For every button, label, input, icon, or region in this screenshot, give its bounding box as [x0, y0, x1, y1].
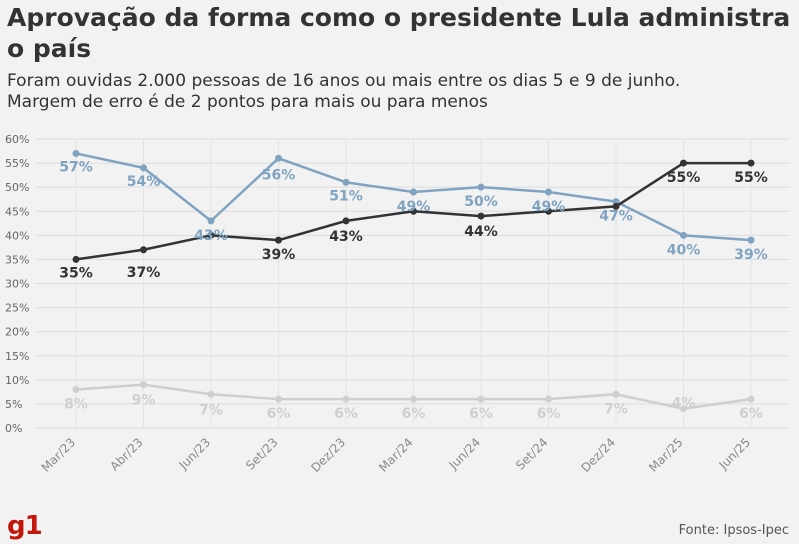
data-point: [612, 198, 620, 206]
data-point: [747, 159, 755, 167]
g1-logo: g1: [7, 511, 43, 541]
source-note: Fonte: Ipsos-Ipec: [678, 523, 789, 538]
y-tick-label: 25%: [5, 302, 29, 315]
y-tick-label: 5%: [5, 398, 22, 411]
data-label: 39%: [734, 247, 768, 263]
data-label: 4%: [672, 396, 696, 412]
data-label: 56%: [262, 167, 296, 183]
data-point: [545, 395, 552, 403]
data-point: [477, 212, 485, 220]
data-label: 43%: [194, 228, 228, 244]
data-point: [342, 178, 350, 186]
data-label: 6%: [267, 406, 291, 422]
x-tick-label: Jun/25: [716, 435, 754, 473]
x-tick-label: Set/24: [513, 435, 550, 472]
x-tick-label: Jun/23: [176, 435, 214, 473]
data-point: [275, 395, 282, 403]
data-point: [410, 395, 417, 403]
data-label: 43%: [329, 229, 363, 245]
chart-subtitle-line-2: Margem de erro é de 2 pontos para mais o…: [7, 92, 488, 112]
data-label: 49%: [532, 199, 566, 215]
y-tick-label: 50%: [5, 181, 29, 194]
data-point: [207, 390, 215, 398]
y-tick-label: 35%: [5, 253, 29, 266]
data-point: [207, 217, 215, 225]
y-tick-label: 15%: [5, 350, 29, 363]
data-point: [477, 183, 485, 191]
data-point: [207, 231, 215, 239]
x-tick-label: Jun/24: [446, 435, 484, 473]
data-label: 7%: [604, 401, 628, 417]
data-label: 49%: [397, 199, 431, 215]
data-point: [140, 381, 147, 389]
data-point: [680, 231, 687, 239]
data-label: 7%: [199, 402, 223, 418]
data-label: 37%: [127, 265, 161, 281]
data-label: 35%: [59, 265, 93, 281]
y-tick-label: 20%: [5, 326, 29, 339]
data-label: 55%: [734, 170, 768, 186]
y-tick-label: 45%: [5, 205, 29, 218]
data-label: 40%: [667, 242, 701, 258]
data-point: [545, 188, 552, 196]
data-point: [275, 236, 282, 244]
data-point: [410, 188, 417, 196]
y-tick-label: 30%: [5, 278, 29, 291]
data-label: 6%: [739, 406, 763, 422]
data-label: 6%: [469, 406, 493, 422]
y-tick-label: 0%: [5, 422, 22, 435]
x-tick-label: Dez/24: [578, 435, 618, 475]
data-label: 6%: [402, 406, 426, 422]
data-label: 6%: [537, 406, 561, 422]
data-label: 51%: [329, 188, 363, 204]
data-point: [612, 390, 620, 398]
y-tick-label: 10%: [5, 374, 29, 387]
data-point: [275, 154, 282, 162]
x-tick-label: Abr/23: [107, 435, 145, 473]
y-tick-label: 60%: [5, 133, 29, 146]
data-point: [680, 405, 687, 413]
data-label: 55%: [667, 170, 701, 186]
data-point: [72, 255, 80, 263]
chart-subtitle-line-1: Foram ouvidas 2.000 pessoas de 16 anos o…: [7, 71, 681, 91]
data-label: 8%: [64, 396, 88, 412]
data-point: [140, 246, 147, 254]
data-point: [140, 164, 147, 172]
data-point: [72, 149, 80, 157]
data-label: 50%: [464, 194, 498, 210]
data-label: 57%: [59, 159, 93, 175]
data-point: [342, 395, 350, 403]
data-label: 39%: [262, 247, 296, 263]
data-point: [545, 207, 552, 215]
x-tick-label: Mar/25: [646, 435, 686, 475]
data-label: 6%: [334, 406, 358, 422]
data-point: [410, 207, 417, 215]
chart-title: Aprovação da forma como o presidente Lul…: [7, 3, 791, 63]
data-point: [680, 159, 687, 167]
x-tick-label: Mar/24: [376, 435, 416, 475]
data-point: [747, 236, 755, 244]
data-point: [72, 385, 80, 393]
data-point: [477, 395, 485, 403]
x-tick-label: Mar/23: [39, 435, 79, 475]
x-tick-label: Set/23: [243, 435, 280, 472]
y-tick-label: 40%: [5, 229, 29, 242]
data-label: 9%: [132, 393, 156, 409]
x-tick-label: Dez/23: [308, 435, 348, 475]
data-point: [747, 395, 755, 403]
data-label: 47%: [599, 209, 633, 225]
data-label: 54%: [127, 174, 161, 190]
data-label: 44%: [464, 224, 498, 240]
data-point: [342, 217, 350, 225]
data-point: [612, 202, 620, 210]
y-tick-label: 55%: [5, 157, 29, 170]
